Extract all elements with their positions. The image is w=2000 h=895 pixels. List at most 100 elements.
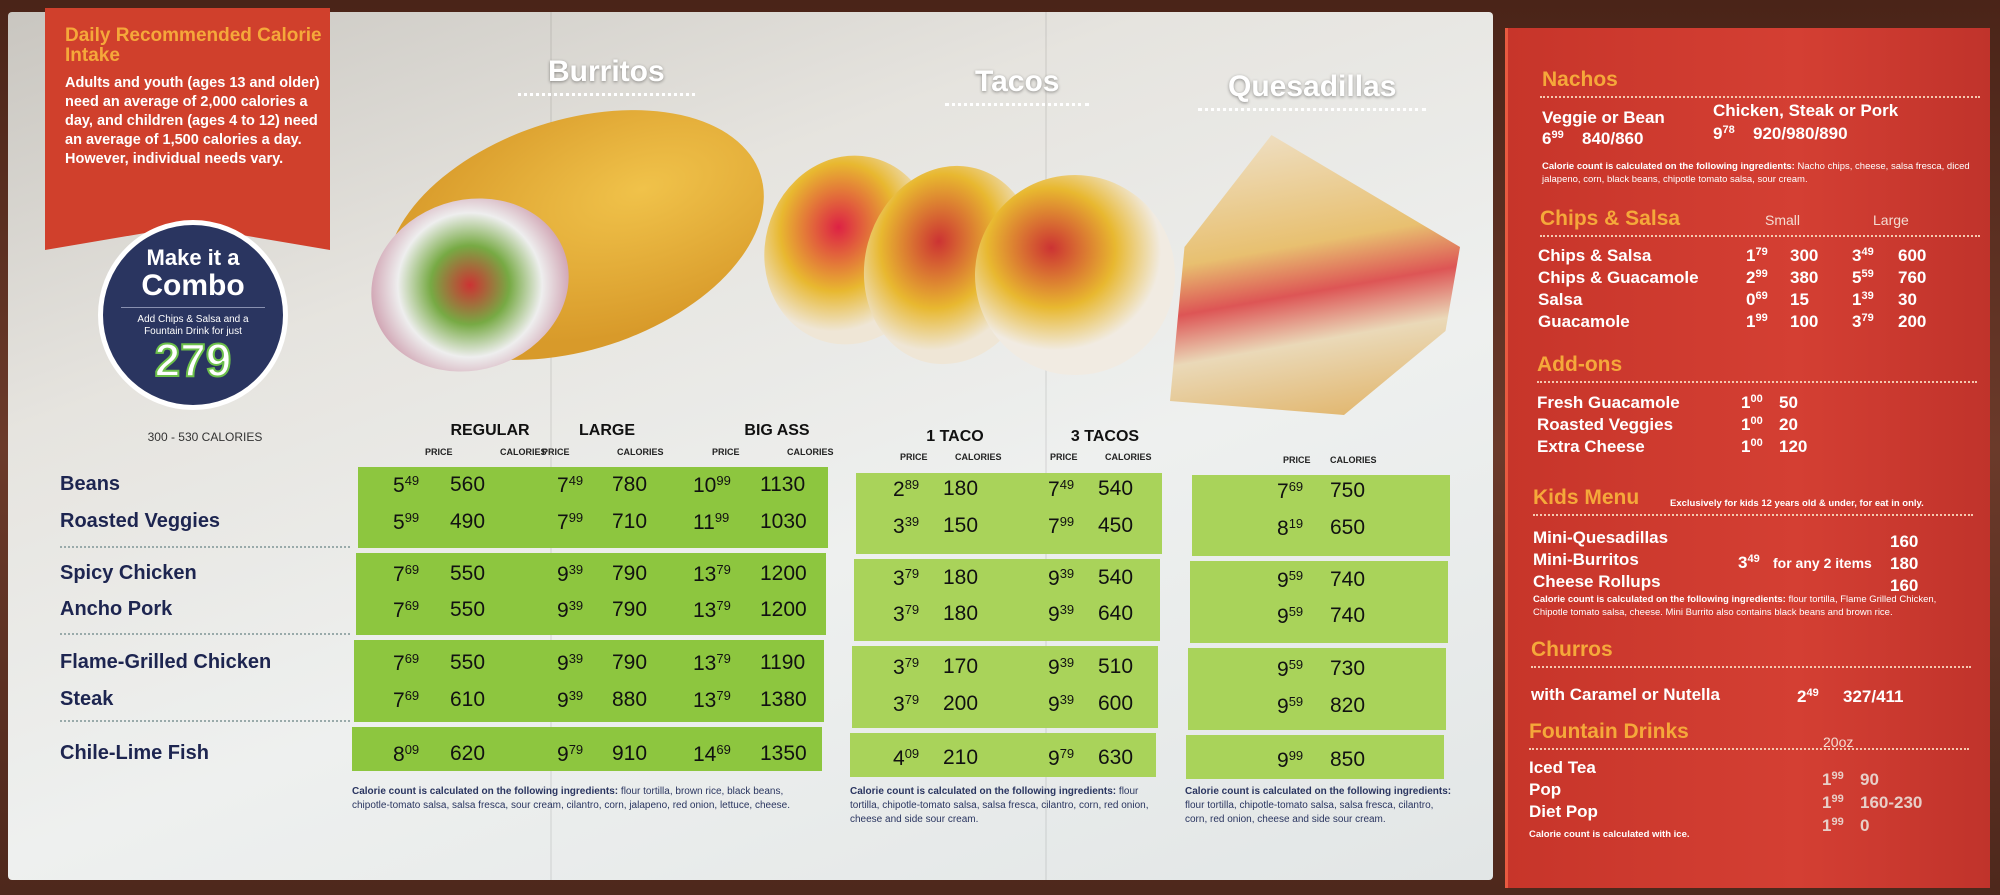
- taco-price-block: [856, 473, 1162, 554]
- drink-item-name: Iced Tea: [1529, 758, 1596, 777]
- kids-item-name: Cheese Rollups: [1533, 572, 1661, 591]
- taco-price: 339: [893, 514, 919, 539]
- price-cents: 79: [1861, 312, 1874, 324]
- row-group-divider: [60, 633, 350, 635]
- quesadilla-price: 959: [1277, 694, 1303, 719]
- burrito-calories: 1190: [760, 651, 806, 674]
- category-quesadillas: Quesadillas: [1198, 70, 1427, 111]
- price-dollars: 2: [893, 478, 905, 501]
- burrito-price-block: [356, 553, 826, 635]
- burrito-price: 1469: [693, 742, 731, 767]
- taco-price: 979: [1048, 746, 1074, 771]
- kids-calories: 180: [1890, 554, 1919, 573]
- taco-calories: 180: [943, 602, 979, 625]
- price-dollars: 9: [1277, 749, 1289, 772]
- nachos-item-name: Chicken, Steak or Pork: [1713, 101, 1899, 120]
- price-cents: 39: [1059, 566, 1075, 581]
- burrito-calories: 710: [612, 510, 648, 533]
- price-dollars: 1: [1822, 793, 1832, 812]
- burrito-price: 1199: [693, 510, 729, 535]
- price-dollars: 7: [1277, 480, 1289, 503]
- section-title: Kids Menu: [1533, 486, 1640, 509]
- price-cents: 69: [404, 651, 420, 666]
- price-cents: 99: [1059, 514, 1075, 529]
- price-cents: 69: [404, 688, 420, 703]
- calories-label: CALORIES: [500, 447, 547, 457]
- column-header-1-taco: 1 TACO: [926, 428, 984, 445]
- price-dollars: 9: [1713, 124, 1723, 143]
- calories-label: CALORIES: [1105, 452, 1152, 462]
- footnote-text: flour tortilla, chipotle-tomato salsa, s…: [1185, 800, 1434, 825]
- price-label: PRICE: [712, 447, 740, 457]
- price-dollars: 3: [893, 603, 905, 626]
- burrito-price: 769: [393, 651, 419, 676]
- taco-price: 799: [1048, 514, 1074, 539]
- nachos-note: Calorie count is calculated on the follo…: [1542, 160, 1972, 186]
- quesadilla-price-block: [1186, 735, 1444, 779]
- price-dollars: 9: [1048, 693, 1060, 716]
- price-dollars: 3: [893, 656, 905, 679]
- taco-calories: 510: [1098, 655, 1134, 678]
- price: 299: [1746, 268, 1768, 288]
- price-dollars: 7: [1048, 515, 1060, 538]
- price-cents: 79: [1059, 746, 1075, 761]
- price-dollars: 13: [693, 599, 717, 622]
- price-cents: 00: [1750, 437, 1763, 449]
- price-dollars: 3: [1738, 553, 1748, 572]
- price-cents: 00: [1750, 393, 1763, 405]
- taco-calories: 450: [1098, 514, 1134, 537]
- price-cents: 99: [1831, 793, 1844, 805]
- price-cents: 79: [568, 742, 584, 757]
- addon-calories: 50: [1779, 393, 1798, 412]
- row-name-ancho-pork: Ancho Pork: [60, 598, 173, 620]
- footnote-lead: Calorie count is calculated on the follo…: [352, 786, 619, 797]
- quesadilla-price-block: [1192, 475, 1450, 556]
- price-dollars: 3: [1852, 312, 1862, 331]
- note-text: Nacho chips, cheese, salsa fresca, diced…: [1542, 161, 1970, 185]
- price-cents: 69: [404, 562, 420, 577]
- row-group-divider: [60, 720, 350, 722]
- chips-item-name: Chips & Guacamole: [1538, 268, 1699, 287]
- kids-calories: 160: [1890, 576, 1919, 595]
- burrito-calories: 790: [612, 598, 648, 621]
- row-name-chile-lime-fish: Chile-Lime Fish: [60, 742, 209, 764]
- price-dollars: 7: [1048, 478, 1060, 501]
- small-calories: 15: [1790, 290, 1809, 309]
- row-group-divider: [60, 546, 350, 548]
- price-label: PRICE: [900, 452, 928, 462]
- price-cents: 59: [1288, 657, 1304, 672]
- burrito-calories: 1380: [760, 688, 807, 711]
- taco-price: 409: [893, 746, 919, 771]
- burrito-calories: 1350: [760, 742, 807, 765]
- price-dollars: 9: [1048, 656, 1060, 679]
- price-dollars: 9: [1048, 747, 1060, 770]
- price-dollars: 7: [557, 511, 569, 534]
- drink-item-name: Pop: [1529, 780, 1562, 799]
- drink-calories: 90: [1860, 770, 1879, 789]
- row-name-flame-grilled-chicken: Flame-Grilled Chicken: [60, 651, 272, 673]
- side-menu-panel: [1505, 28, 1990, 888]
- price-cents: 79: [904, 602, 920, 617]
- price-label: PRICE: [1050, 452, 1078, 462]
- kids-note: Calorie count is calculated on the follo…: [1533, 593, 1968, 619]
- price-cents: 49: [1059, 477, 1075, 492]
- drink-calories: 160-230: [1860, 793, 1923, 812]
- price: 199: [1822, 816, 1844, 836]
- price-dollars: 1: [1822, 770, 1832, 789]
- price-dollars: 5: [393, 511, 405, 534]
- note-lead: Calorie count is calculated on the follo…: [1542, 161, 1795, 172]
- price-cents: 99: [1551, 129, 1564, 141]
- price-dollars: 7: [393, 689, 405, 712]
- price-cents: 99: [404, 510, 420, 525]
- column-header-regular: REGULAR: [450, 422, 530, 439]
- price-cents: 59: [1288, 568, 1304, 583]
- burrito-calories: 1130: [760, 473, 806, 496]
- footnote-lead: Calorie count is calculated on the follo…: [1185, 786, 1452, 797]
- price-dollars: 0: [1746, 290, 1756, 309]
- section-title: Fountain Drinks: [1529, 720, 1689, 743]
- quesadilla-price: 819: [1277, 516, 1303, 541]
- price-cents: 79: [1755, 246, 1768, 258]
- small-calories: 300: [1790, 246, 1819, 265]
- price-cents: 79: [904, 566, 920, 581]
- taco-price-block: [850, 733, 1156, 777]
